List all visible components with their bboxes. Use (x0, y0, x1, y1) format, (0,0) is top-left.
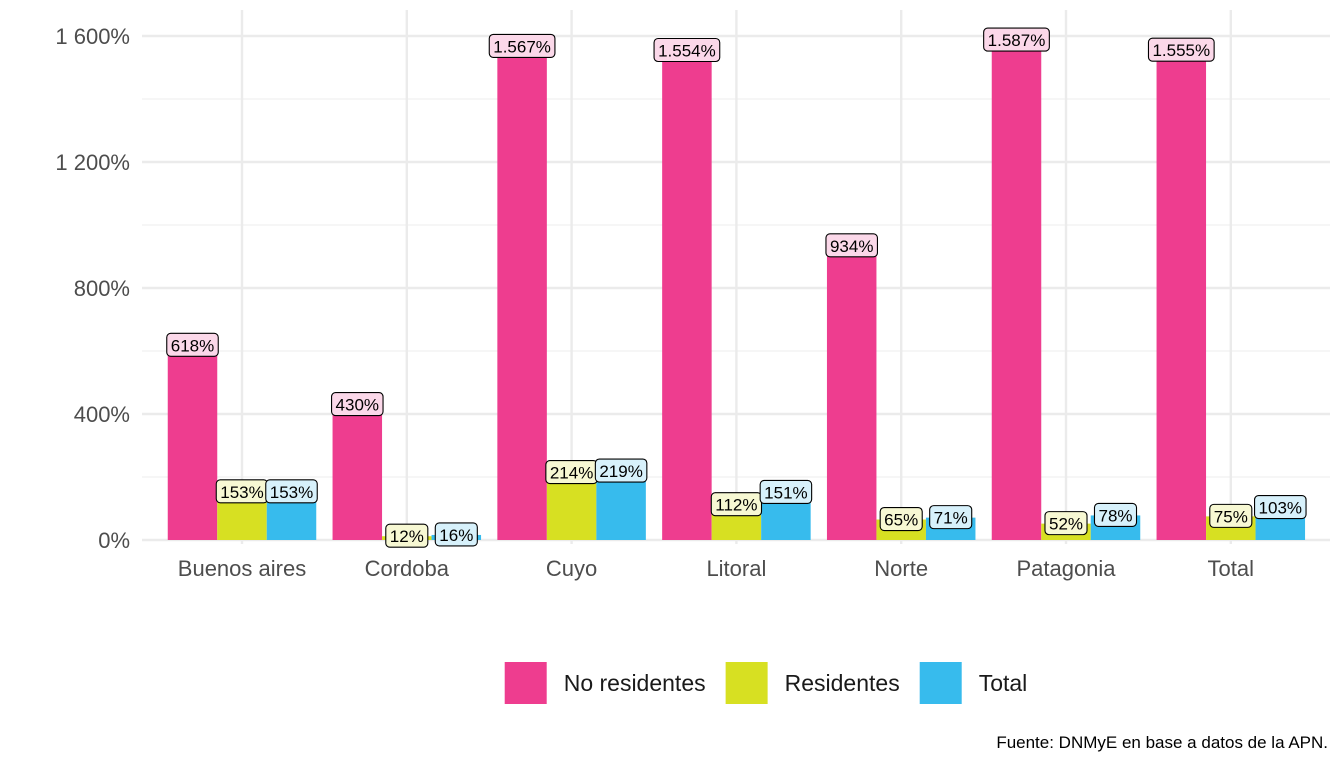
legend-key (504, 662, 547, 704)
y-tick-label: 400% (74, 402, 130, 427)
grid-lines (142, 10, 1330, 544)
data-label-box (1254, 495, 1307, 520)
data-label-box (594, 458, 648, 483)
data-label-text: 934% (830, 237, 873, 256)
data-label-box (983, 27, 1050, 52)
y-axis-ticks: 0% 400% 800% 1 200% 1 600% (55, 24, 130, 553)
x-tick-label: Patagonia (1016, 556, 1116, 581)
data-label: 430% (331, 391, 384, 417)
data-label: 16% (434, 522, 478, 547)
legend: No residentes Residentes Total (504, 662, 1028, 704)
data-label-box (1044, 511, 1088, 536)
legend-key (919, 662, 962, 704)
data-label: 153% (215, 479, 269, 504)
data-label-text: 153% (270, 483, 313, 502)
data-label: 78% (1093, 502, 1138, 527)
data-label-box (1209, 503, 1253, 528)
bar (497, 46, 547, 541)
data-label-box (929, 505, 973, 530)
bar (991, 40, 1042, 540)
y-tick-label: 1 600% (55, 24, 130, 49)
data-label-box (653, 37, 721, 63)
x-tick-label: Cordoba (365, 556, 450, 581)
data-label-text: 214% (550, 464, 593, 483)
data-label: 214% (545, 460, 598, 485)
data-label-text: 1.554% (658, 41, 716, 60)
data-label-box (331, 391, 384, 417)
data-label-box (385, 523, 429, 548)
data-label-text: 1.567% (493, 37, 551, 56)
data-label: 12% (385, 523, 429, 548)
data-label: 1.587% (983, 27, 1050, 52)
data-label: 75% (1209, 503, 1253, 528)
data-label-text: 71% (934, 509, 968, 528)
x-tick-label: Cuyo (546, 556, 597, 581)
data-label-box (710, 492, 763, 517)
data-label: 1.554% (653, 37, 721, 63)
data-label-box (265, 479, 318, 504)
legend-label: Total (979, 670, 1028, 696)
data-label: 112% (710, 492, 763, 517)
x-tick-label: Total (1208, 556, 1254, 581)
data-labels: 618% 153% 153% 430% 12% 16% 1.567% 214% 219% 1.55… (166, 27, 1307, 548)
legend-item: Residentes (725, 662, 900, 704)
data-label-text: 1.587% (988, 31, 1046, 50)
bar (662, 50, 712, 541)
data-label-box (434, 522, 478, 547)
data-label: 65% (879, 506, 923, 532)
data-label-text: 151% (764, 483, 807, 502)
data-label-text: 52% (1049, 515, 1083, 534)
data-label-text: 1.555% (1152, 41, 1210, 60)
y-tick-label: 800% (74, 276, 130, 301)
data-label-box (1147, 37, 1215, 62)
data-label: 1.555% (1147, 37, 1215, 62)
bar (167, 345, 218, 540)
legend-key (725, 662, 768, 704)
data-label-box (759, 479, 813, 504)
x-tick-label: Norte (874, 556, 928, 581)
caption: Fuente: DNMyE en base a datos de la APN. (996, 733, 1328, 752)
data-label-box (825, 233, 878, 258)
y-tick-label: 0% (98, 528, 130, 553)
data-label-box (1093, 502, 1138, 527)
data-label-box (488, 33, 556, 58)
data-label: 52% (1044, 511, 1088, 536)
bar (332, 404, 383, 540)
data-label-text: 78% (1098, 506, 1132, 525)
x-axis-ticks: Buenos aires Cordoba Cuyo Litoral Norte Patag… (178, 556, 1254, 581)
bars (167, 40, 1306, 541)
data-label-text: 153% (220, 483, 263, 502)
data-label-text: 430% (336, 396, 379, 415)
data-label-text: 219% (599, 462, 642, 481)
data-label-text: 75% (1214, 507, 1248, 526)
data-label-text: 618% (171, 336, 214, 355)
data-label-text: 16% (439, 526, 473, 545)
legend-label: Residentes (785, 670, 900, 696)
x-tick-label: Buenos aires (178, 556, 306, 581)
data-label: 153% (265, 479, 318, 504)
data-label: 71% (929, 505, 973, 530)
data-label-text: 65% (884, 511, 918, 530)
bar (826, 245, 877, 541)
bar (1156, 50, 1207, 541)
legend-label: No residentes (564, 670, 706, 696)
data-label: 618% (166, 332, 219, 357)
data-label-box (879, 506, 923, 532)
data-label-text: 112% (715, 496, 757, 515)
data-label: 934% (825, 233, 878, 258)
x-tick-label: Litoral (706, 556, 766, 581)
data-label: 151% (759, 479, 813, 504)
data-label: 219% (594, 458, 648, 483)
legend-item: Total (919, 662, 1028, 704)
legend-item: No residentes (504, 662, 706, 704)
data-label: 1.567% (488, 33, 556, 58)
data-label-text: 103% (1259, 499, 1302, 518)
data-label-text: 12% (390, 527, 424, 546)
y-tick-label: 1 200% (55, 150, 130, 175)
data-label: 103% (1254, 495, 1307, 520)
data-label-box (166, 332, 219, 357)
